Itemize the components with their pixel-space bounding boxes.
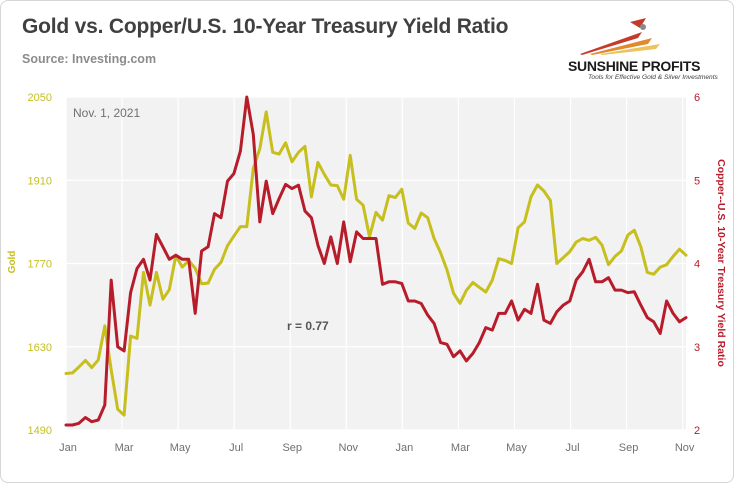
left-tick-label: 1490 [28,425,52,437]
x-tick-label: Nov [675,442,695,454]
sunshine-profits-logo-icon [580,18,660,55]
x-tick-label: Nov [339,442,359,454]
left-tick-label: 1770 [28,259,52,271]
gold-series-line [64,110,688,417]
x-tick-label: Jan [59,442,77,454]
right-axis-label: Copper--U.S. 10-Year Treasury Yield Rati… [715,159,727,367]
right-tick-label: 4 [694,259,700,271]
right-tick-label: 6 [694,92,700,104]
x-tick-label: May [170,442,191,454]
left-axis-ticks: 1490 1630 1770 1910 2050 [28,92,52,437]
date-annotation: Nov. 1, 2021 [73,106,140,120]
x-tick-label: Jul [565,442,579,454]
grid-lines [65,96,686,431]
left-tick-label: 1630 [28,342,52,354]
left-tick-label: 2050 [28,92,52,104]
ratio-series-line [64,95,688,427]
right-axis-ticks: 2 3 4 5 6 [694,92,700,437]
correlation-annotation: r = 0.77 [287,319,329,333]
x-tick-label: Mar [115,442,134,454]
logo-tagline: Tools for Effective Gold & Silver Invest… [588,74,718,81]
left-axis-label: Gold [7,251,18,274]
chart-title: Gold vs. Copper/U.S. 10-Year Treasury Yi… [22,15,509,38]
x-tick-label: Jan [395,442,413,454]
x-tick-label: Sep [619,442,639,454]
x-tick-label: Jul [229,442,243,454]
right-tick-label: 3 [694,342,700,354]
x-tick-label: Sep [282,442,302,454]
x-axis-ticks: Jan Mar May Jul Sep Nov Jan Mar May Jul Sep Nov [59,442,695,454]
right-tick-label: 2 [694,425,700,437]
x-tick-label: Mar [451,442,470,454]
logo-name: SUNSHINE PROFITS [568,58,701,74]
x-tick-label: May [506,442,527,454]
chart-source: Source: Investing.com [22,52,157,66]
left-tick-label: 1910 [28,175,52,187]
right-tick-label: 5 [694,175,700,187]
series-lines [64,95,688,427]
